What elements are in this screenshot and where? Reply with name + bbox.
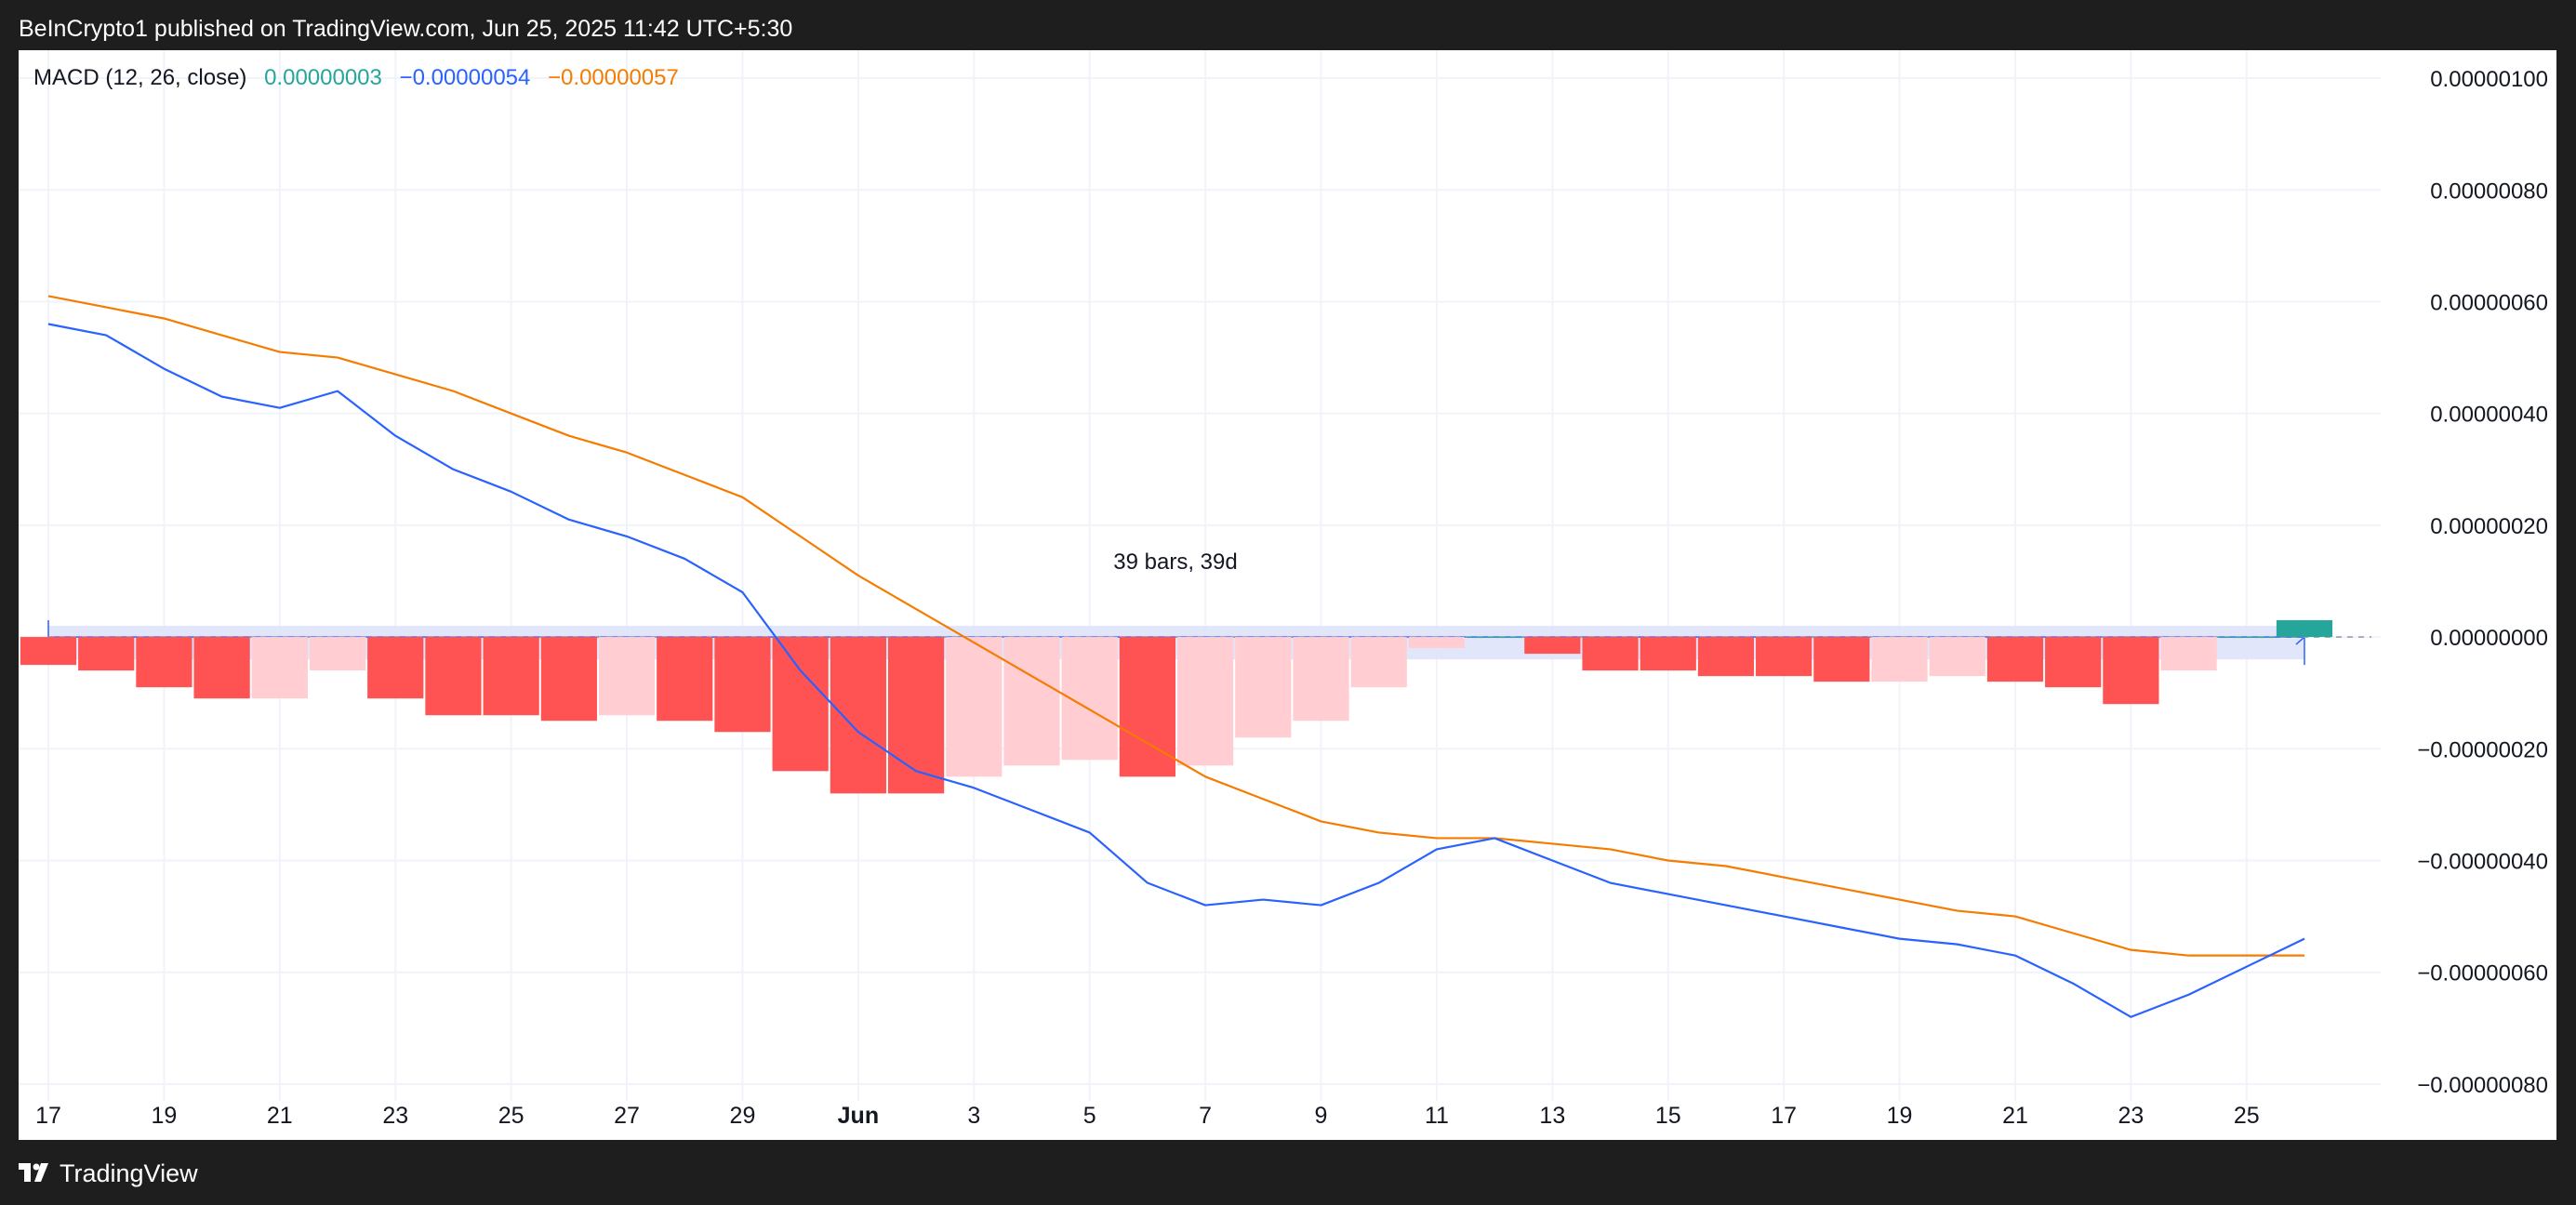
range-annotation: 39 bars, 39d (1113, 550, 1237, 575)
histogram (20, 620, 2333, 794)
histogram-bar (1119, 637, 1175, 777)
tradingview-logo[interactable]: TradingView (19, 1153, 198, 1194)
histogram-bar (309, 637, 366, 671)
histogram-bar (483, 637, 539, 716)
grid (19, 50, 2381, 1101)
x-tick-label: 23 (2118, 1103, 2144, 1129)
x-tick-label: 5 (1083, 1103, 1096, 1129)
histogram-bar (1408, 637, 1466, 649)
histogram-value: 0.00000003 (264, 65, 382, 90)
histogram-bar (1177, 637, 1234, 766)
macd-chart[interactable]: 0.00000100 0.00000080 0.00000060 0.00000040… (19, 50, 2556, 1140)
histogram-bar (2218, 637, 2275, 639)
histogram-bar (136, 637, 193, 688)
histogram-bar (193, 637, 250, 699)
histogram-bar (2160, 637, 2217, 671)
y-tick-label: −0.00000060 (2417, 961, 2548, 987)
histogram-bar (251, 637, 308, 699)
x-tick-label: 11 (1425, 1103, 1449, 1129)
x-tick-label: 23 (382, 1103, 408, 1129)
macd-line (47, 323, 2305, 1018)
histogram-bar (1640, 637, 1696, 671)
x-tick-label: 21 (267, 1103, 293, 1129)
histogram-bar (1467, 637, 1523, 639)
histogram-bar (887, 637, 945, 794)
histogram-bar (1813, 637, 1870, 682)
x-tick-label: 19 (152, 1103, 178, 1129)
tradingview-logo-icon (19, 1163, 48, 1182)
x-tick-label: 9 (1315, 1103, 1328, 1129)
y-tick-label: 0.00000040 (2430, 403, 2548, 428)
x-tick-label: 3 (967, 1103, 980, 1129)
tradingview-brand: TradingView (60, 1159, 198, 1187)
x-tick-label: 29 (730, 1103, 756, 1129)
histogram-bar (425, 637, 482, 716)
y-tick-label: 0.00000100 (2430, 67, 2548, 92)
indicator-legend[interactable]: MACD (12, 26, close) 0.00000003 −0.00000… (33, 65, 690, 91)
histogram-bar (540, 637, 597, 722)
y-tick-label: −0.00000040 (2417, 849, 2548, 874)
lines (47, 295, 2305, 1018)
x-tick-label: 27 (614, 1103, 640, 1129)
chart-panel[interactable]: 0.00000100 0.00000080 0.00000060 0.00000040… (19, 50, 2556, 1140)
y-tick-label: −0.00000080 (2417, 1073, 2548, 1098)
y-tick-label: 0.00000060 (2430, 290, 2548, 315)
publisher-header: BeInCrypto1 published on TradingView.com… (19, 16, 793, 42)
histogram-bar (1929, 637, 1985, 677)
x-tick-label: 21 (2002, 1103, 2028, 1129)
histogram-bar (1350, 637, 1407, 688)
y-tick-label: 0.00000000 (2430, 626, 2548, 651)
histogram-bar (830, 637, 886, 794)
histogram-bar (1986, 637, 2044, 682)
histogram-bar (1756, 637, 1812, 677)
histogram-bar (714, 637, 771, 733)
x-tick-label: Jun (838, 1103, 879, 1129)
histogram-bar (2045, 637, 2102, 688)
signal-value: −0.00000057 (548, 65, 679, 90)
histogram-bar (1697, 637, 1755, 677)
histogram-bar (1003, 637, 1060, 766)
histogram-bar (2103, 637, 2159, 705)
signal-line (47, 295, 2304, 957)
histogram-bar (1235, 637, 1292, 738)
x-tick-label: 13 (1539, 1103, 1565, 1129)
y-axis[interactable]: 0.00000100 0.00000080 0.00000060 0.00000040… (2417, 67, 2548, 1098)
macd-value: −0.00000054 (399, 65, 531, 90)
histogram-bar (20, 637, 77, 666)
histogram-bar (1293, 637, 1349, 722)
x-tick-label: 17 (35, 1103, 61, 1129)
range-box (48, 626, 2304, 660)
histogram-bar (598, 637, 656, 716)
indicator-name: MACD (12, 26, close) (33, 65, 247, 90)
histogram-bar (1871, 637, 1928, 682)
x-axis[interactable]: 17 19 21 23 25 27 29 Jun 3 5 7 9 11 13 15 17 19 21 23 25 (35, 1103, 2260, 1129)
y-tick-label: 0.00000020 (2430, 514, 2548, 539)
histogram-bar (78, 637, 135, 671)
x-tick-label: 25 (498, 1103, 524, 1129)
histogram-bar (772, 637, 829, 772)
histogram-bar (367, 637, 424, 699)
histogram-bar (2276, 620, 2333, 638)
x-tick-label: 25 (2234, 1103, 2260, 1129)
y-tick-label: −0.00000020 (2417, 737, 2548, 762)
x-tick-label: 17 (1771, 1103, 1797, 1129)
y-tick-label: 0.00000080 (2430, 179, 2548, 204)
x-tick-label: 15 (1655, 1103, 1681, 1129)
histogram-bar (1582, 637, 1639, 671)
x-tick-label: 19 (1887, 1103, 1913, 1129)
date-range-measure (47, 620, 2371, 666)
histogram-bar (657, 637, 713, 722)
histogram-bar (946, 637, 1003, 777)
x-tick-label: 7 (1199, 1103, 1212, 1129)
histogram-bar (1524, 637, 1581, 655)
